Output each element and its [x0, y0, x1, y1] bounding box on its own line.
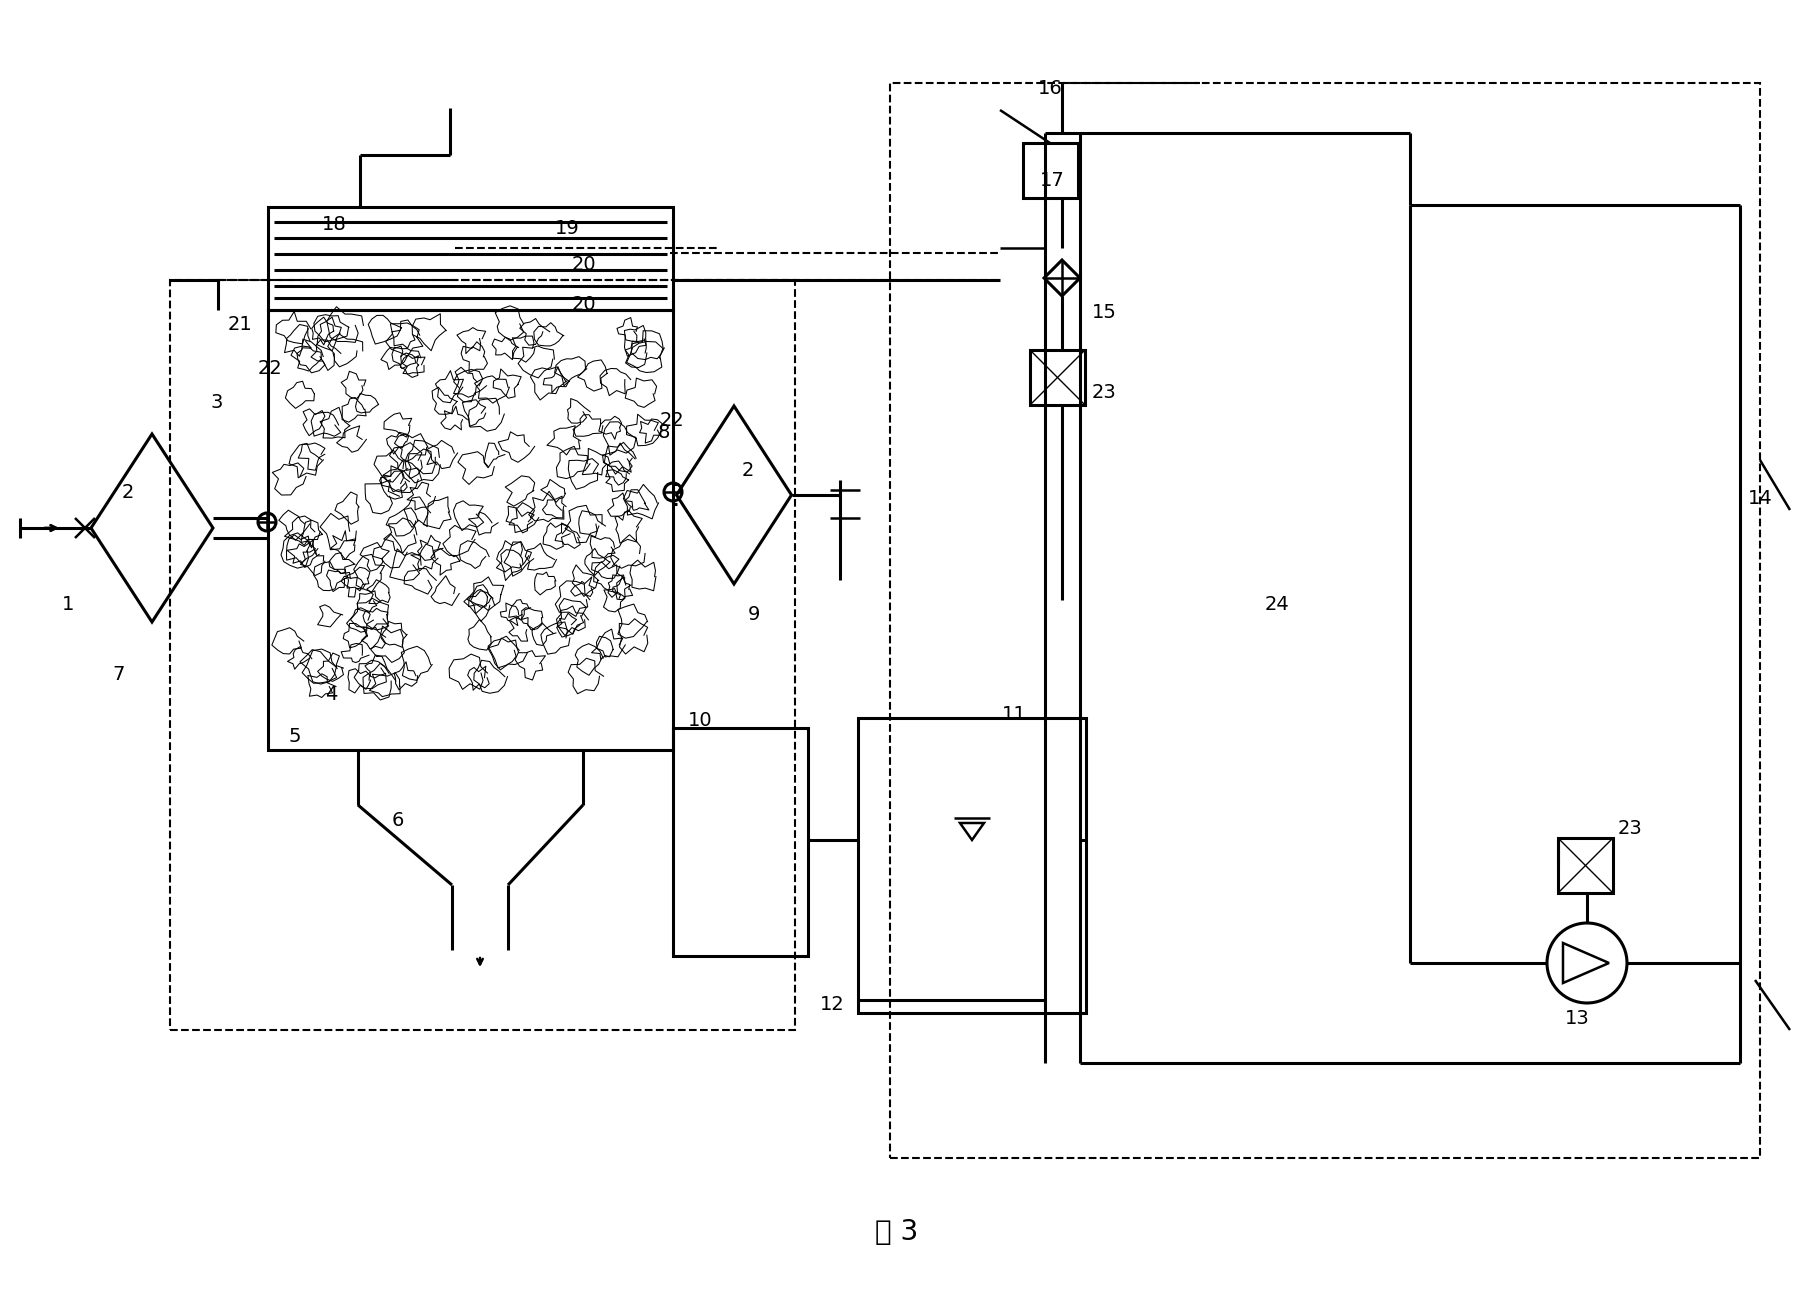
Text: 9: 9: [748, 606, 761, 624]
Bar: [267, 207, 673, 310]
Bar: [1030, 350, 1085, 404]
Text: 19: 19: [554, 218, 579, 238]
Bar: [890, 83, 1760, 1158]
Text: 图 3: 图 3: [875, 1218, 919, 1245]
Text: 20: 20: [572, 296, 597, 314]
Bar: [673, 727, 807, 956]
Bar: [1023, 143, 1078, 198]
Text: 22: 22: [258, 358, 283, 377]
Text: 1: 1: [63, 596, 74, 615]
Text: 11: 11: [1003, 705, 1026, 725]
Text: 8: 8: [658, 422, 671, 442]
Text: 5: 5: [289, 726, 301, 745]
Text: 2: 2: [122, 482, 135, 501]
Polygon shape: [91, 434, 213, 621]
Polygon shape: [676, 406, 791, 584]
Bar: [267, 310, 673, 749]
Text: 17: 17: [1041, 171, 1066, 190]
Text: 6: 6: [393, 810, 404, 829]
Text: 15: 15: [1093, 302, 1118, 322]
Text: 12: 12: [820, 996, 845, 1014]
Text: 13: 13: [1564, 1009, 1589, 1027]
Text: 24: 24: [1265, 596, 1290, 615]
Text: 18: 18: [321, 216, 346, 235]
Bar: [1557, 839, 1613, 893]
Text: 23: 23: [1093, 382, 1116, 402]
Text: 22: 22: [660, 411, 685, 429]
Text: 14: 14: [1747, 488, 1772, 508]
Text: 2: 2: [743, 460, 753, 479]
Text: 20: 20: [572, 256, 597, 274]
Text: 21: 21: [228, 315, 253, 335]
Bar: [170, 280, 795, 1030]
Text: 23: 23: [1618, 819, 1643, 837]
Bar: [858, 718, 1085, 1013]
Text: 10: 10: [689, 711, 712, 730]
Text: 16: 16: [1039, 79, 1062, 97]
Text: 4: 4: [325, 686, 337, 704]
Text: 3: 3: [210, 393, 222, 411]
Text: 7: 7: [111, 665, 124, 685]
